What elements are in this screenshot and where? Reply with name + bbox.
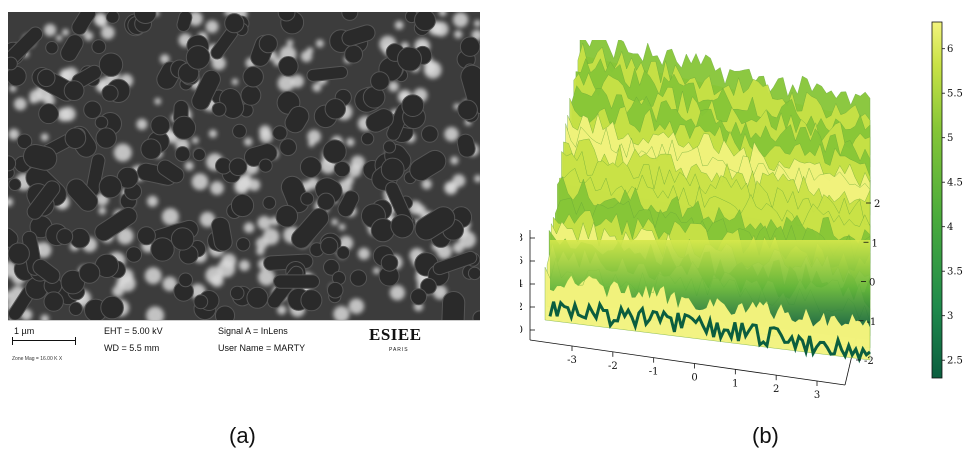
y-tick-label: -1 [867,317,877,328]
colorbar: 2.5 3 3.5 4 4.5 5 5.5 6 [931,21,963,379]
signal-value: Signal A = InLens [218,326,288,336]
x-tick-label: 2 [773,384,779,395]
colorbar-tick-label: 5.5 [947,89,963,100]
x-tick-label: -1 [649,367,659,378]
surface-mesh [544,40,871,364]
y-tick-label: 0 [869,278,875,289]
y-tick-label: -2 [864,356,874,367]
colorbar-ticks: 2.5 3 3.5 4 4.5 5 5.5 6 [942,44,963,367]
surface-plot: 0 2 4 6 8 -3 -2 -1 0 1 2 3 -2 -1 0 1 2 [520,40,880,401]
colorbar-tick-label: 4 [947,222,953,233]
sem-info-bar: 1 µm Zone Mag = 16.00 K X EHT = 5.00 kV … [8,320,480,365]
x-tick-label: 3 [814,390,820,401]
sem-panel: 1 µm Zone Mag = 16.00 K X EHT = 5.00 kV … [8,12,480,365]
x-tick-label: -2 [608,361,618,372]
wd-value: WD = 5.5 mm [104,343,160,353]
z-axis-ticks: 0 2 4 6 8 [520,233,535,336]
colorbar-tick-label: 2.5 [947,356,963,367]
eht-value: EHT = 5.00 kV [104,326,163,336]
panel-label-b: (b) [752,423,779,448]
y-tick-label: 2 [874,199,880,210]
sem-micrograph [8,12,480,320]
panel-label-a: (a) [229,423,256,448]
scale-bar-label: 1 µm [14,326,35,336]
z-tick-label: 6 [520,256,523,267]
colorbar-gradient [931,21,943,379]
zone-mag-text: Zone Mag = 16.00 K X [12,356,63,362]
colorbar-tick-label: 3 [947,311,953,322]
user-name-value: User Name = MARTY [218,343,306,353]
x-tick-label: 0 [691,373,697,384]
y-tick-label: 1 [872,238,878,249]
z-tick-label: 2 [520,302,523,313]
x-tick-label: 1 [732,378,738,389]
y-axis-ticks: -2 -1 0 1 2 [856,199,880,367]
z-tick-label: 0 [520,325,523,336]
esiee-logo-sub: PARIS [389,347,409,353]
colorbar-tick-label: 6 [947,44,953,55]
colorbar-tick-label: 4.5 [947,178,963,189]
colorbar-tick-label: 3.5 [947,267,963,278]
x-axis-ticks: -3 -2 -1 0 1 2 3 [567,346,820,401]
esiee-logo: ESIEE [369,325,422,344]
z-tick-label: 8 [520,233,523,244]
z-tick-label: 4 [520,279,523,290]
x-tick-label: -3 [567,355,577,366]
scale-bar [12,337,76,345]
colorbar-tick-label: 5 [947,133,953,144]
